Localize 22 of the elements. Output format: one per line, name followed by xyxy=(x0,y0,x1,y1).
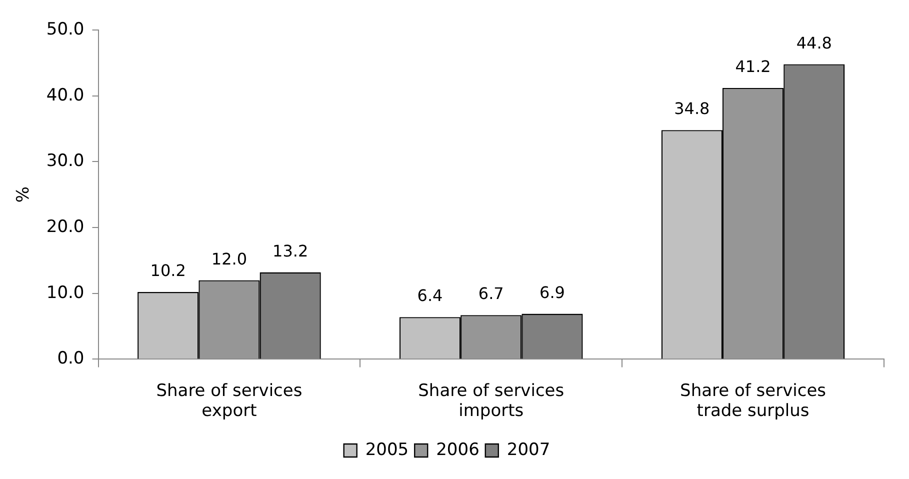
y-tick-label: 0.0 xyxy=(57,348,84,369)
y-tick-label: 10.0 xyxy=(46,282,84,303)
x-tick-label: Share of services trade surplus xyxy=(680,380,826,422)
x-tick-label: Share of services imports xyxy=(418,380,564,422)
y-axis-title: % xyxy=(14,186,34,203)
data-label: 6.9 xyxy=(540,282,565,302)
y-tick-label: 40.0 xyxy=(46,85,84,106)
data-label: 41.2 xyxy=(735,57,771,76)
y-tick-label: 30.0 xyxy=(46,151,84,172)
y-tick-label: 50.0 xyxy=(46,19,84,40)
legend-label: 2005 xyxy=(365,440,409,460)
data-label: 12.0 xyxy=(211,249,248,268)
data-label: 44.8 xyxy=(796,33,832,52)
legend-label: 2007 xyxy=(506,440,550,460)
x-tick-label: Share of services export xyxy=(156,380,302,422)
data-label: 6.4 xyxy=(417,286,443,306)
data-label: 13.2 xyxy=(272,241,308,260)
legend-label: 2006 xyxy=(436,440,480,460)
data-label: 6.7 xyxy=(478,284,504,304)
data-label: 34.8 xyxy=(674,99,710,118)
data-label: 10.2 xyxy=(150,261,186,280)
y-tick-label: 20.0 xyxy=(46,216,84,237)
